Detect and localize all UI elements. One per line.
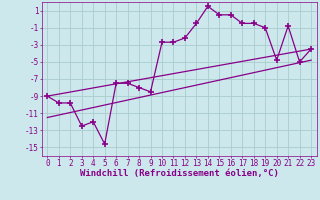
X-axis label: Windchill (Refroidissement éolien,°C): Windchill (Refroidissement éolien,°C) (80, 169, 279, 178)
